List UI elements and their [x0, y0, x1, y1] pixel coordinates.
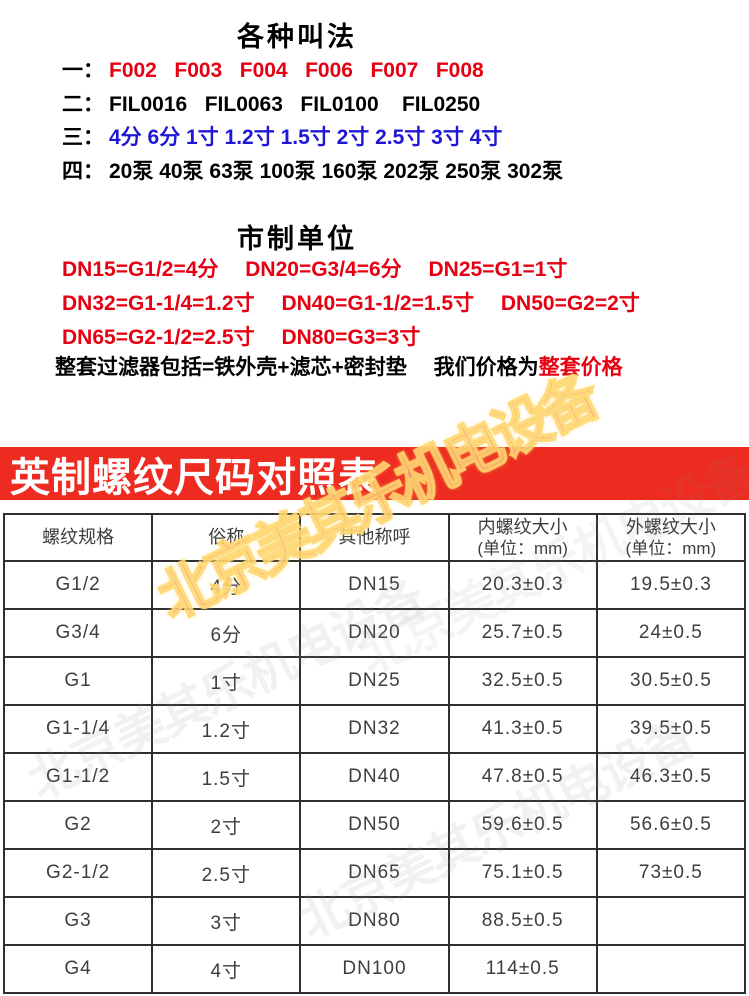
naming-line-2-label: 二：	[62, 93, 104, 116]
table-cell: 46.3±0.5	[595, 752, 747, 802]
package-note: 整套过滤器包括=铁外壳+滤芯+密封垫 我们价格为整套价格	[55, 351, 623, 381]
table-cell: 32.5±0.5	[447, 656, 598, 706]
naming-line-4: 四： 20泵 40泵 63泵 100泵 160泵 202泵 250泵 302泵	[62, 155, 563, 185]
table-cell: G1-1/4	[2, 704, 154, 754]
table-cell: 1.2寸	[151, 704, 302, 754]
table-header-row: 螺纹规格 俗称 其他称呼 内螺纹大小 (单位：mm) 外螺纹大小 (单位：mm)	[2, 513, 747, 562]
table-cell: 2.5寸	[151, 848, 302, 898]
table-cell: 2寸	[151, 800, 302, 850]
naming-line-2: 二： FIL0016 FIL0063 FIL0100 FIL0250	[62, 88, 480, 118]
table-cell: DN40	[299, 752, 450, 802]
table-row: G2 2寸 DN50 59.6±0.5 56.6±0.5	[2, 800, 747, 850]
table-row: G1-1/2 1.5寸 DN40 47.8±0.5 46.3±0.5	[2, 752, 747, 802]
table-cell	[595, 944, 747, 994]
dn-conversion-line-2: DN32=G1-1/4=1.2寸 DN40=G1-1/2=1.5寸 DN50=G…	[62, 292, 640, 315]
table-cell: 1寸	[151, 656, 302, 706]
table-cell: DN50	[299, 800, 450, 850]
table-cell: 114±0.5	[447, 944, 598, 994]
dn-conversion-line-1: DN15=G1/2=4分 DN20=G3/4=6分 DN25=G1=1寸	[62, 258, 568, 281]
table-cell: DN65	[299, 848, 450, 898]
table-row: G3 3寸 DN80 88.5±0.5	[2, 896, 747, 946]
table-cell: G1/2	[2, 560, 154, 610]
table-cell: 4寸	[151, 944, 302, 994]
table-cell: DN20	[299, 608, 450, 658]
naming-line-1: 一： F002 F003 F004 F006 F007 F008	[62, 54, 484, 84]
table-cell: DN100	[299, 944, 450, 994]
table-cell: 75.1±0.5	[447, 848, 598, 898]
col-header-spec: 螺纹规格	[2, 513, 154, 562]
table-row: G4 4寸 DN100 114±0.5	[2, 944, 747, 994]
table-cell: G3/4	[2, 608, 154, 658]
table-row: G1/2 4分 DN15 20.3±0.3 19.5±0.3	[2, 560, 747, 610]
table-cell: 59.6±0.5	[447, 800, 598, 850]
table-row: G2-1/2 2.5寸 DN65 75.1±0.5 73±0.5	[2, 848, 747, 898]
table-cell: 1.5寸	[151, 752, 302, 802]
thread-size-table: 螺纹规格 俗称 其他称呼 内螺纹大小 (单位：mm) 外螺纹大小 (单位：mm) G…	[2, 513, 747, 994]
table-cell: G3	[2, 896, 154, 946]
table-cell: G2	[2, 800, 154, 850]
naming-line-3-label: 三：	[62, 126, 104, 149]
table-cell: 25.7±0.5	[447, 608, 598, 658]
naming-section-title: 各种叫法	[237, 22, 357, 52]
col-header-internal-size: 内螺纹大小 (单位：mm)	[447, 513, 598, 562]
table-cell: 24±0.5	[595, 608, 747, 658]
table-row: G3/4 6分 DN20 25.7±0.5 24±0.5	[2, 608, 747, 658]
naming-line-3-values: 4分 6分 1寸 1.2寸 1.5寸 2寸 2.5寸 3寸 4寸	[109, 126, 503, 149]
naming-line-1-values: F002 F003 F004 F006 F007 F008	[109, 59, 484, 82]
table-cell: 20.3±0.3	[447, 560, 598, 610]
table-cell: DN80	[299, 896, 450, 946]
table-banner: 英制螺纹尺码对照表	[0, 447, 749, 500]
table-row: G1 1寸 DN25 32.5±0.5 30.5±0.5	[2, 656, 747, 706]
table-cell: 88.5±0.5	[447, 896, 598, 946]
dn-conversion-line-3: DN65=G2-1/2=2.5寸 DN80=G3=3寸	[62, 326, 421, 349]
table-cell: 30.5±0.5	[595, 656, 747, 706]
table-cell: 47.8±0.5	[447, 752, 598, 802]
package-note-black: 整套过滤器包括=铁外壳+滤芯+密封垫 我们价格为	[55, 356, 539, 379]
naming-line-4-label: 四：	[62, 160, 104, 183]
col-header-common-name: 俗称	[151, 513, 302, 562]
table-row: G1-1/4 1.2寸 DN32 41.3±0.5 39.5±0.5	[2, 704, 747, 754]
naming-line-4-values: 20泵 40泵 63泵 100泵 160泵 202泵 250泵 302泵	[109, 160, 564, 183]
table-cell: DN15	[299, 560, 450, 610]
table-cell: G4	[2, 944, 154, 994]
naming-line-3: 三： 4分 6分 1寸 1.2寸 1.5寸 2寸 2.5寸 3寸 4寸	[62, 121, 502, 151]
table-cell: G1-1/2	[2, 752, 154, 802]
table-cell: 73±0.5	[595, 848, 747, 898]
metric-section-title: 市制单位	[237, 224, 357, 254]
col-header-external-size: 外螺纹大小 (单位：mm)	[595, 513, 747, 562]
table-banner-title: 英制螺纹尺码对照表	[10, 455, 379, 500]
table-cell: 19.5±0.3	[595, 560, 747, 610]
table-cell: G1	[2, 656, 154, 706]
table-cell: G2-1/2	[2, 848, 154, 898]
table-cell: 56.6±0.5	[595, 800, 747, 850]
table-cell: 3寸	[151, 896, 302, 946]
table-cell: DN25	[299, 656, 450, 706]
naming-line-1-label: 一：	[62, 59, 104, 82]
table-cell: 4分	[151, 560, 302, 610]
package-note-red: 整套价格	[538, 356, 623, 379]
naming-line-2-values: FIL0016 FIL0063 FIL0100 FIL0250	[109, 93, 481, 116]
table-cell	[595, 896, 747, 946]
table-cell: 39.5±0.5	[595, 704, 747, 754]
table-cell: DN32	[299, 704, 450, 754]
col-header-other-name: 其他称呼	[299, 513, 450, 562]
table-cell: 41.3±0.5	[447, 704, 598, 754]
table-cell: 6分	[151, 608, 302, 658]
